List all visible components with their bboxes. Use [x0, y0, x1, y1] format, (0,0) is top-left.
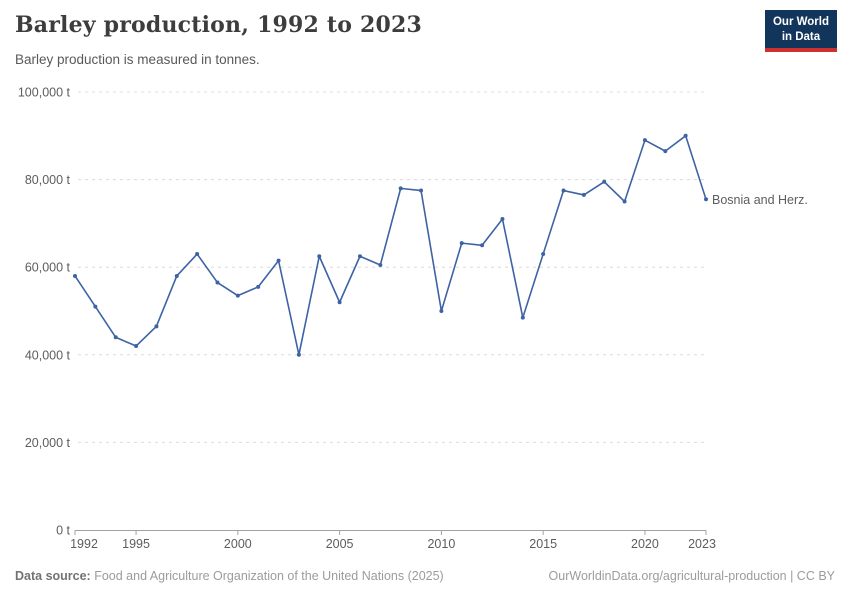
data-point[interactable]: [215, 280, 220, 285]
y-tick-label: 100,000 t: [18, 86, 71, 100]
data-point[interactable]: [480, 243, 485, 248]
data-point[interactable]: [663, 149, 668, 154]
data-point[interactable]: [317, 254, 322, 259]
x-tick-label: 1995: [122, 537, 150, 551]
data-point[interactable]: [235, 293, 240, 298]
data-point[interactable]: [357, 254, 362, 259]
chart-title: Barley production, 1992 to 2023: [15, 12, 422, 38]
data-point[interactable]: [683, 133, 688, 138]
data-point[interactable]: [439, 309, 444, 313]
owid-logo[interactable]: Our World in Data: [764, 10, 837, 52]
x-tick-label: 1992: [70, 537, 98, 551]
data-point[interactable]: [256, 284, 261, 289]
y-tick-label: 40,000 t: [25, 348, 71, 362]
x-tick-label: 2023: [688, 537, 716, 551]
data-point[interactable]: [541, 252, 546, 257]
data-point[interactable]: [520, 315, 525, 320]
x-tick-label: 2000: [224, 537, 252, 551]
data-source-label: Data source:: [15, 569, 91, 583]
data-point[interactable]: [500, 217, 505, 222]
data-point[interactable]: [174, 273, 179, 278]
data-point[interactable]: [602, 179, 607, 184]
data-point[interactable]: [581, 192, 586, 197]
chart-footer: Data source: Food and Agriculture Organi…: [15, 569, 835, 583]
data-source-text: Food and Agriculture Organization of the…: [90, 569, 444, 583]
data-point[interactable]: [704, 197, 708, 202]
data-point[interactable]: [93, 304, 98, 309]
data-point[interactable]: [154, 324, 159, 329]
data-point[interactable]: [398, 186, 403, 191]
data-point[interactable]: [622, 199, 627, 204]
rights-note[interactable]: OurWorldinData.org/agricultural-producti…: [548, 569, 835, 583]
y-tick-label: 80,000 t: [25, 173, 71, 187]
y-tick-label: 60,000 t: [25, 261, 71, 275]
data-point[interactable]: [195, 252, 200, 257]
data-point[interactable]: [337, 300, 342, 305]
data-point[interactable]: [296, 352, 301, 357]
data-point[interactable]: [419, 188, 424, 193]
data-source-note: Data source: Food and Agriculture Organi…: [15, 569, 444, 583]
x-tick-label: 2020: [631, 537, 659, 551]
line-series: [74, 135, 707, 356]
data-point[interactable]: [134, 344, 139, 349]
chart-subtitle: Barley production is measured in tonnes.: [15, 52, 260, 67]
data-point[interactable]: [113, 335, 118, 340]
data-point[interactable]: [378, 263, 383, 268]
data-point[interactable]: [642, 138, 647, 143]
y-tick-label: 0 t: [56, 524, 70, 538]
x-tick-label: 2015: [529, 537, 557, 551]
y-tick-label: 20,000 t: [25, 436, 71, 450]
data-point[interactable]: [276, 258, 281, 263]
owid-logo-line1: Our World: [772, 16, 829, 28]
data-point[interactable]: [73, 273, 77, 278]
entity-label[interactable]: Bosnia and Herz.: [712, 193, 808, 207]
data-point[interactable]: [459, 241, 464, 246]
x-tick-label: 2005: [326, 537, 354, 551]
owid-logo-line2: in Data: [781, 30, 821, 43]
data-point[interactable]: [561, 188, 566, 193]
x-tick-label: 2010: [427, 537, 455, 551]
